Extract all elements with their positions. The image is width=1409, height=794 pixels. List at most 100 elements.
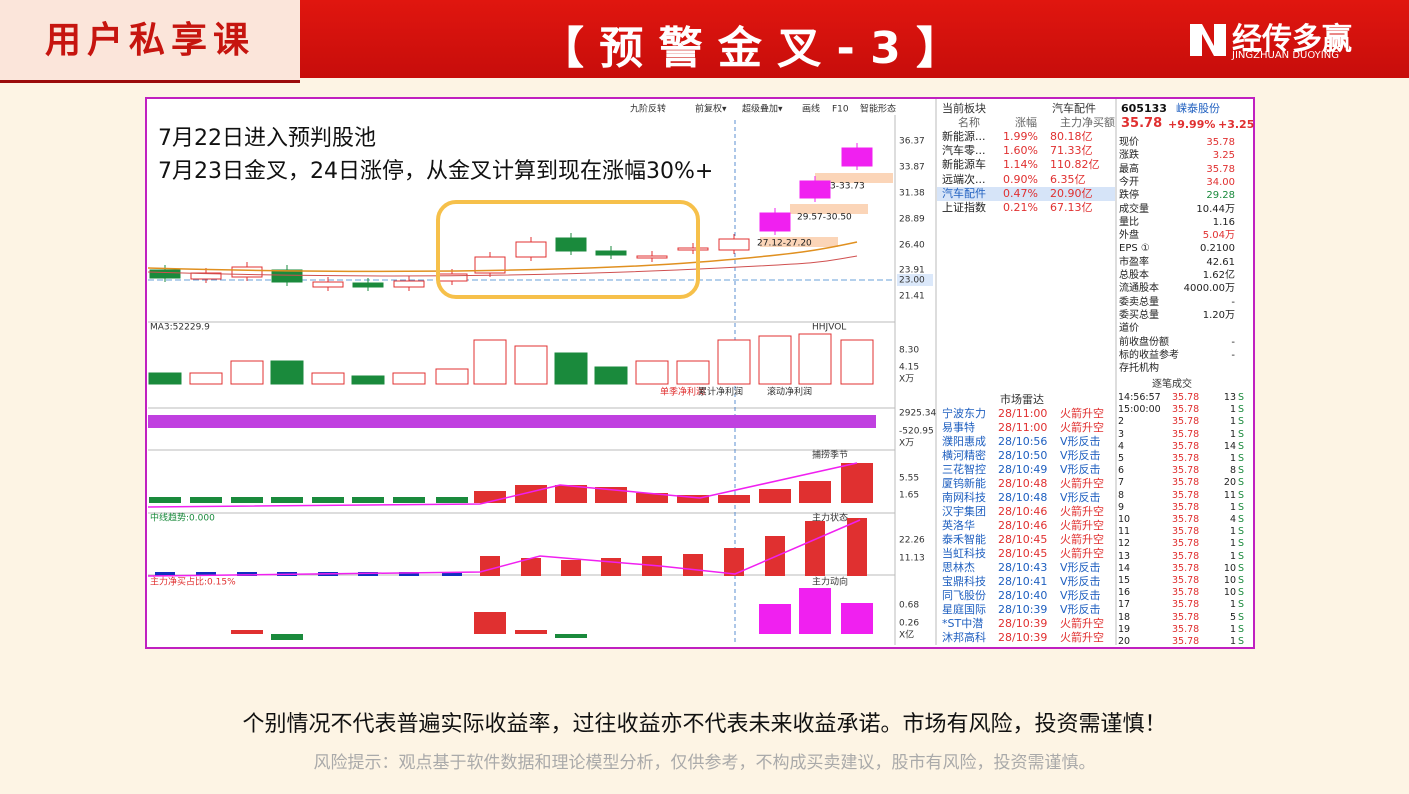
price-label: 31.38: [899, 189, 925, 199]
candle: [718, 238, 750, 251]
quote-value: 4000.00万: [1183, 283, 1235, 295]
trade-cell: 1: [1229, 428, 1236, 440]
volume-bar: [758, 335, 792, 385]
radar-cell: 火箭升空: [1060, 421, 1104, 434]
sector-header: 涨幅: [1015, 116, 1037, 129]
risk-note: 风险提示：观点基于软件数据和理论模型分析，仅供参考，不构成买卖建议，股市有风险，…: [313, 753, 1096, 773]
panel6-bar: [474, 612, 506, 634]
quote-label: 总股本: [1119, 270, 1149, 281]
trade-cell: 35.78: [1172, 465, 1200, 477]
volume-bar: [717, 339, 751, 385]
stock-change: +3.25: [1218, 118, 1255, 131]
trade-cell: 35.78: [1172, 514, 1200, 525]
quote-label: 委买总量: [1119, 309, 1159, 321]
radar-cell: 28/10:39: [998, 617, 1048, 630]
candle: [595, 250, 627, 256]
radar-cell: V形反击: [1060, 575, 1101, 588]
panel4-bar: [312, 497, 344, 503]
panel4-axis: 5.55: [899, 474, 919, 484]
candle: [271, 269, 303, 283]
annotation: 7月23日金叉，24日涨停，从金叉计算到现在涨幅30%+: [158, 159, 713, 184]
radar-cell: 南网科技: [942, 491, 986, 504]
radar-cell: 28/10:56: [998, 435, 1048, 448]
trades-title: 逐笔成交: [1152, 379, 1192, 390]
price-label: 33.87: [899, 163, 925, 173]
trade-cell: 10: [1118, 514, 1131, 525]
sector-cell: 71.33亿: [1050, 144, 1093, 158]
trade-cell: S: [1238, 489, 1245, 501]
panel4-bar: [799, 481, 831, 503]
trade-cell: 11: [1223, 489, 1236, 501]
candle: [149, 269, 181, 279]
trade-cell: 14: [1118, 562, 1131, 574]
quote-label: 跌停: [1119, 190, 1139, 202]
trade-cell: S: [1238, 392, 1245, 403]
range-band: [815, 173, 893, 183]
quote-label: 量比: [1119, 216, 1139, 228]
trade-cell: 1: [1229, 416, 1236, 428]
price-label: 26.40: [899, 241, 925, 251]
panel6-bar: [841, 603, 873, 634]
panel6-axis: X亿: [899, 629, 914, 641]
trade-cell: 35.78: [1172, 587, 1200, 599]
volume-tab: 滚动净利润: [767, 386, 812, 398]
sector-cell: 汽车零...: [942, 144, 986, 158]
volume-bar: [514, 345, 548, 385]
radar-cell: 28/10:48: [998, 477, 1048, 490]
trade-cell: S: [1238, 623, 1245, 635]
candle: [555, 237, 587, 252]
panel5-bar: [237, 572, 257, 576]
volume-axis: 8.30: [899, 346, 919, 356]
radar-cell: 火箭升空: [1060, 631, 1104, 644]
price-label: 36.37: [899, 137, 925, 147]
trade-cell: 35.78: [1172, 562, 1200, 574]
quote-label: 委卖总量: [1119, 296, 1159, 308]
quote-label: 现价: [1119, 137, 1139, 148]
trade-cell: S: [1238, 428, 1245, 440]
sector-cell: 1.60%: [1003, 144, 1038, 158]
panel5-bar: [683, 554, 703, 576]
range-label: 27.12-27.20: [757, 239, 812, 249]
logo: 经传多赢: [1232, 22, 1352, 57]
trade-cell: 3: [1118, 428, 1125, 440]
radar-cell: V形反击: [1060, 589, 1101, 602]
trade-cell: 1: [1229, 636, 1236, 647]
sector-cell: 新能源...: [942, 130, 986, 143]
trade-cell: 35.78: [1172, 550, 1200, 562]
radar-cell: 宝鼎科技: [942, 575, 986, 588]
trade-cell: 35.78: [1172, 636, 1200, 647]
badge: 用户私享课: [0, 0, 300, 83]
panel5-bar: [805, 521, 825, 576]
logo-subtitle: JINGZHUAN DUOYING: [1232, 50, 1339, 61]
sector-tag: 汽车配件: [1052, 102, 1096, 115]
panel6-bar: [231, 630, 263, 634]
radar-cell: 28/11:00: [998, 407, 1048, 420]
volume-bar: [230, 360, 264, 385]
trade-cell: 11: [1118, 526, 1131, 538]
stock-price: 35.78: [1121, 116, 1163, 131]
stock-change-pct: +9.99%: [1168, 118, 1216, 131]
radar-cell: 28/10:46: [998, 519, 1048, 532]
panel4-bar: [190, 497, 222, 503]
toolbar-item: 智能形态: [860, 103, 896, 115]
panel5-bar: [561, 560, 581, 576]
trade-cell: 8: [1118, 489, 1125, 501]
quote-value: -: [1231, 349, 1235, 361]
panel4-bar: [841, 463, 873, 503]
trade-cell: S: [1238, 440, 1245, 452]
trade-cell: 19: [1118, 623, 1131, 635]
panel5-bar: [196, 572, 216, 576]
sector-cell: 67.13亿: [1050, 201, 1093, 214]
volume-bar: [148, 372, 182, 385]
trade-cell: S: [1238, 404, 1245, 416]
sector-header: 名称: [958, 116, 980, 129]
trade-cell: S: [1238, 416, 1245, 428]
trade-cell: S: [1238, 599, 1245, 611]
radar-cell: 星庭国际: [942, 603, 986, 616]
panel3-axis: 2925.34: [899, 409, 936, 419]
radar-cell: 横河精密: [942, 449, 986, 462]
panel5-axis: 22.26: [899, 536, 925, 546]
panel5-bar: [724, 548, 744, 576]
trade-cell: 1: [1229, 501, 1236, 513]
